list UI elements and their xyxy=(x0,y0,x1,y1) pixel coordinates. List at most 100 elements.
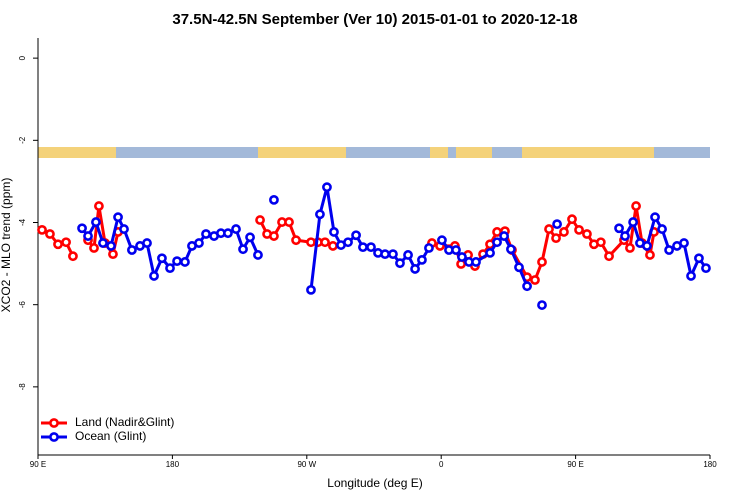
data-point xyxy=(514,262,524,273)
data-point xyxy=(328,241,338,251)
data-point xyxy=(180,257,190,267)
data-point xyxy=(625,243,635,253)
data-point xyxy=(522,281,532,292)
map-strip xyxy=(38,147,710,158)
data-point xyxy=(37,224,47,235)
data-point xyxy=(544,224,554,234)
y-tick-label: -6 xyxy=(18,301,27,309)
data-point xyxy=(437,235,447,246)
data-point xyxy=(701,263,711,274)
data-point xyxy=(631,201,641,211)
data-point xyxy=(194,238,204,248)
data-point xyxy=(604,251,614,262)
data-point xyxy=(642,241,652,251)
data-point xyxy=(492,237,502,248)
x-tick-label: 90 E xyxy=(567,460,583,469)
data-point xyxy=(645,250,655,260)
data-point xyxy=(201,229,211,239)
x-axis-label: Longitude (deg E) xyxy=(327,476,422,490)
legend-marker xyxy=(49,432,59,442)
y-axis-label: XCO2 - MLO trend (ppm) xyxy=(0,178,13,313)
data-point xyxy=(451,245,461,255)
data-point xyxy=(485,248,495,258)
data-point xyxy=(343,237,353,248)
y-tick-label: -2 xyxy=(18,136,27,144)
data-point xyxy=(68,251,78,262)
data-point xyxy=(255,215,265,225)
data-point xyxy=(329,227,339,237)
data-point xyxy=(417,254,427,265)
data-point xyxy=(537,300,547,310)
data-point xyxy=(89,243,99,253)
data-point xyxy=(679,238,689,248)
data-point xyxy=(223,228,233,239)
data-point xyxy=(245,232,255,243)
data-point xyxy=(108,249,118,260)
data-point xyxy=(628,217,638,227)
data-point xyxy=(253,250,263,260)
series xyxy=(77,182,711,310)
y-tick-label: -8 xyxy=(18,383,27,391)
data-point xyxy=(506,244,516,255)
data-point xyxy=(106,241,116,251)
data-point xyxy=(291,235,301,246)
data-point xyxy=(499,231,509,241)
data-point xyxy=(320,237,330,248)
data-point xyxy=(620,231,630,241)
y-tick-label: 0 xyxy=(18,55,27,60)
x-tick-label: 0 xyxy=(439,460,444,469)
chart-title: 37.5N-42.5N September (Ver 10) 2015-01-0… xyxy=(172,11,577,28)
data-point xyxy=(238,244,248,255)
data-point xyxy=(83,231,93,241)
data-point xyxy=(172,256,182,267)
data-point xyxy=(284,217,294,227)
series xyxy=(37,201,659,285)
data-point xyxy=(77,223,87,234)
data-point xyxy=(142,238,152,248)
data-point xyxy=(94,201,104,211)
data-point xyxy=(127,245,137,255)
legend-label: Ocean (Glint) xyxy=(75,429,146,443)
x-tick-label: 90 W xyxy=(297,460,316,469)
data-point xyxy=(657,224,667,234)
data-point xyxy=(686,271,696,281)
data-point xyxy=(61,237,71,248)
data-point xyxy=(530,275,540,285)
data-point xyxy=(366,242,376,253)
data-point xyxy=(351,230,361,241)
x-tick-label: 90 E xyxy=(30,460,46,469)
data-point xyxy=(119,224,129,234)
legend-label: Land (Nadir&Glint) xyxy=(75,415,174,429)
data-point xyxy=(358,242,368,253)
data-point xyxy=(91,217,101,227)
data-point xyxy=(322,182,332,193)
data-point xyxy=(694,253,704,264)
data-point xyxy=(269,231,279,241)
data-point xyxy=(559,227,569,237)
data-point xyxy=(157,253,167,264)
data-point xyxy=(567,214,577,225)
data-point xyxy=(113,212,123,223)
data-point xyxy=(53,239,63,250)
data-point xyxy=(551,233,561,244)
series-line xyxy=(80,186,708,291)
data-point xyxy=(403,250,413,260)
data-point xyxy=(165,263,175,274)
data-point xyxy=(424,243,434,253)
data-point xyxy=(537,257,547,267)
data-point xyxy=(98,238,108,248)
data-point xyxy=(595,237,606,248)
data-point xyxy=(388,249,398,260)
data-point xyxy=(471,257,481,267)
data-point xyxy=(582,229,592,239)
x-tick-label: 180 xyxy=(703,460,717,469)
data-point xyxy=(614,223,624,234)
legend-marker xyxy=(49,418,59,428)
data-point xyxy=(149,271,159,281)
data-point xyxy=(395,258,405,269)
data-point xyxy=(315,209,325,220)
data-point xyxy=(664,245,674,255)
data-point xyxy=(552,219,562,230)
data-point xyxy=(45,229,55,239)
